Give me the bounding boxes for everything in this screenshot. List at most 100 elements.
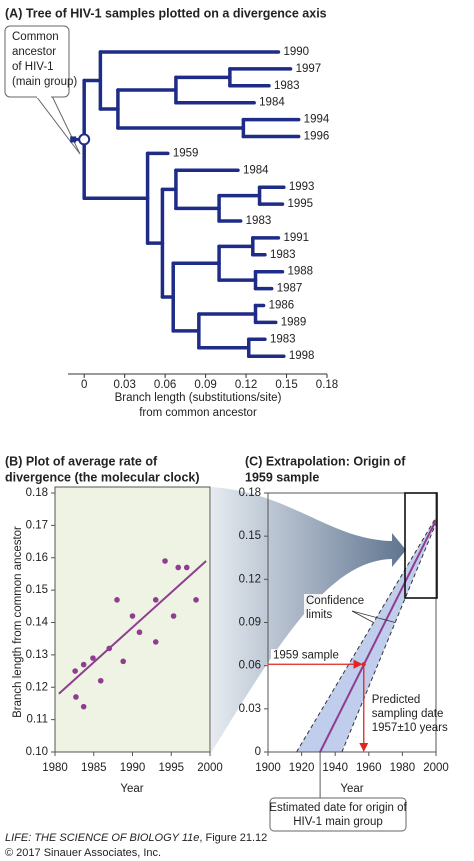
leaf-label: 1983: [270, 249, 296, 261]
ancestor-callout: [4, 25, 81, 155]
data-point: [114, 597, 120, 603]
callout-line: of HIV-1: [12, 61, 54, 73]
credit-book: LIFE: THE SCIENCE OF BIOLOGY 11e: [5, 832, 199, 844]
x-tick-label: 1960: [356, 762, 382, 774]
data-point: [129, 613, 136, 619]
y-tick-label: 0.12: [26, 681, 48, 693]
leaf-label: 1983: [246, 215, 272, 227]
y-tick-label: 0.06: [239, 660, 261, 672]
data-point: [193, 597, 199, 603]
y-tick-label: 0: [255, 746, 261, 758]
panel-a-title: (A) Tree of HIV-1 samples plotted on a d…: [5, 6, 327, 20]
x-axis-label: Year: [340, 783, 363, 795]
confidence-label: Confidence: [306, 595, 364, 607]
sample-label: 1959 sample: [273, 649, 339, 661]
leaf-label: 1959: [173, 147, 199, 159]
callout-line: Common: [12, 31, 59, 43]
y-axis-label: Branch length from common ancestor: [12, 526, 24, 718]
data-point: [80, 703, 87, 710]
data-point: [90, 655, 96, 661]
leaf-label: 1983: [270, 333, 296, 345]
y-tick-label: 0.18: [239, 487, 261, 499]
leaf-label: 1984: [243, 164, 269, 176]
data-point: [136, 629, 143, 636]
x-tick-label: 1940: [322, 762, 348, 774]
x-axis-label: from common ancestor: [139, 407, 257, 419]
callout-line: (main group): [12, 76, 77, 88]
data-point: [152, 597, 159, 603]
y-tick-label: 0.11: [26, 714, 48, 726]
callout-line: ancestor: [12, 46, 56, 58]
y-tick-label: 0.14: [26, 617, 49, 629]
confidence-limit: [296, 517, 437, 753]
leaf-label: 1997: [296, 63, 322, 75]
y-tick-label: 0.15: [26, 584, 48, 596]
data-point: [170, 613, 177, 619]
x-axis-label: Branch length (substitutions/site): [115, 392, 282, 404]
prediction-label: 1957±10 years: [372, 722, 448, 734]
zoom-box: [404, 492, 438, 599]
credit: LIFE: THE SCIENCE OF BIOLOGY 11e, Figure…: [5, 832, 267, 844]
leaf-label: 1988: [287, 266, 313, 278]
x-tick-label: 0.18: [316, 379, 338, 391]
x-tick-label: 0.03: [113, 379, 135, 391]
copyright: © 2017 Sinauer Associates, Inc.: [5, 847, 161, 859]
x-tick-label: 1980: [390, 762, 416, 774]
data-point: [183, 564, 190, 571]
x-tick-label: 0.06: [154, 379, 176, 391]
pointer: [351, 610, 396, 623]
data-point: [175, 564, 182, 571]
confidence-label: limits: [306, 609, 332, 621]
data-point: [73, 694, 79, 700]
origin-box: [269, 797, 407, 832]
prediction-label: sampling date: [372, 708, 444, 720]
panel-c-title: 1959 sample: [245, 470, 319, 484]
data-point: [72, 668, 78, 674]
x-axis-label: Year: [120, 783, 143, 795]
y-tick-label: 0.16: [26, 552, 48, 564]
leaf-label: 1989: [281, 316, 307, 328]
y-tick-label: 0.18: [26, 487, 48, 499]
label-backing: [271, 649, 333, 662]
sample-point: [361, 662, 366, 667]
y-tick-label: 0.12: [239, 573, 261, 585]
pointer: [351, 610, 374, 623]
root-node: [78, 133, 91, 146]
leaf-label: 1994: [304, 114, 330, 126]
y-tick-label: 0.03: [239, 703, 261, 715]
fit-line: [319, 519, 437, 753]
x-tick-label: 0: [81, 379, 87, 391]
prediction-label: Predicted: [372, 694, 421, 706]
x-tick-label: 0.09: [194, 379, 216, 391]
y-tick-label: 0.15: [239, 530, 261, 542]
data-point: [106, 645, 113, 652]
confidence-limit: [341, 523, 437, 753]
leaf-label: 1983: [274, 80, 300, 92]
data-point: [120, 658, 126, 665]
origin-label: Estimated date for origin of: [269, 802, 407, 814]
x-tick-label: 1990: [120, 762, 146, 774]
leaf-label: 1998: [289, 350, 315, 362]
trend-line: [58, 560, 207, 695]
y-tick-label: 0.10: [26, 746, 48, 758]
leaf-label: 1996: [304, 131, 330, 143]
leaf-label: 1993: [289, 181, 315, 193]
data-point: [152, 639, 159, 645]
leaf-label: 1984: [259, 97, 285, 109]
data-point: [80, 661, 87, 668]
plot-area: [54, 486, 211, 753]
leaf-label: 1987: [277, 283, 303, 295]
leaf-label: 1990: [283, 46, 309, 58]
x-tick-label: 1995: [158, 762, 184, 774]
panel-b-title: (B) Plot of average rate of: [5, 454, 158, 468]
x-tick-label: 0.12: [235, 379, 257, 391]
x-tick-label: 1985: [81, 762, 107, 774]
x-tick-label: 0.15: [275, 379, 297, 391]
panel-c-title: (C) Extrapolation: Origin of: [245, 454, 406, 468]
x-tick-label: 2000: [197, 762, 223, 774]
credit-figure: , Figure 21.12: [199, 832, 267, 844]
y-tick-label: 0.17: [26, 519, 48, 531]
data-point: [162, 558, 168, 564]
